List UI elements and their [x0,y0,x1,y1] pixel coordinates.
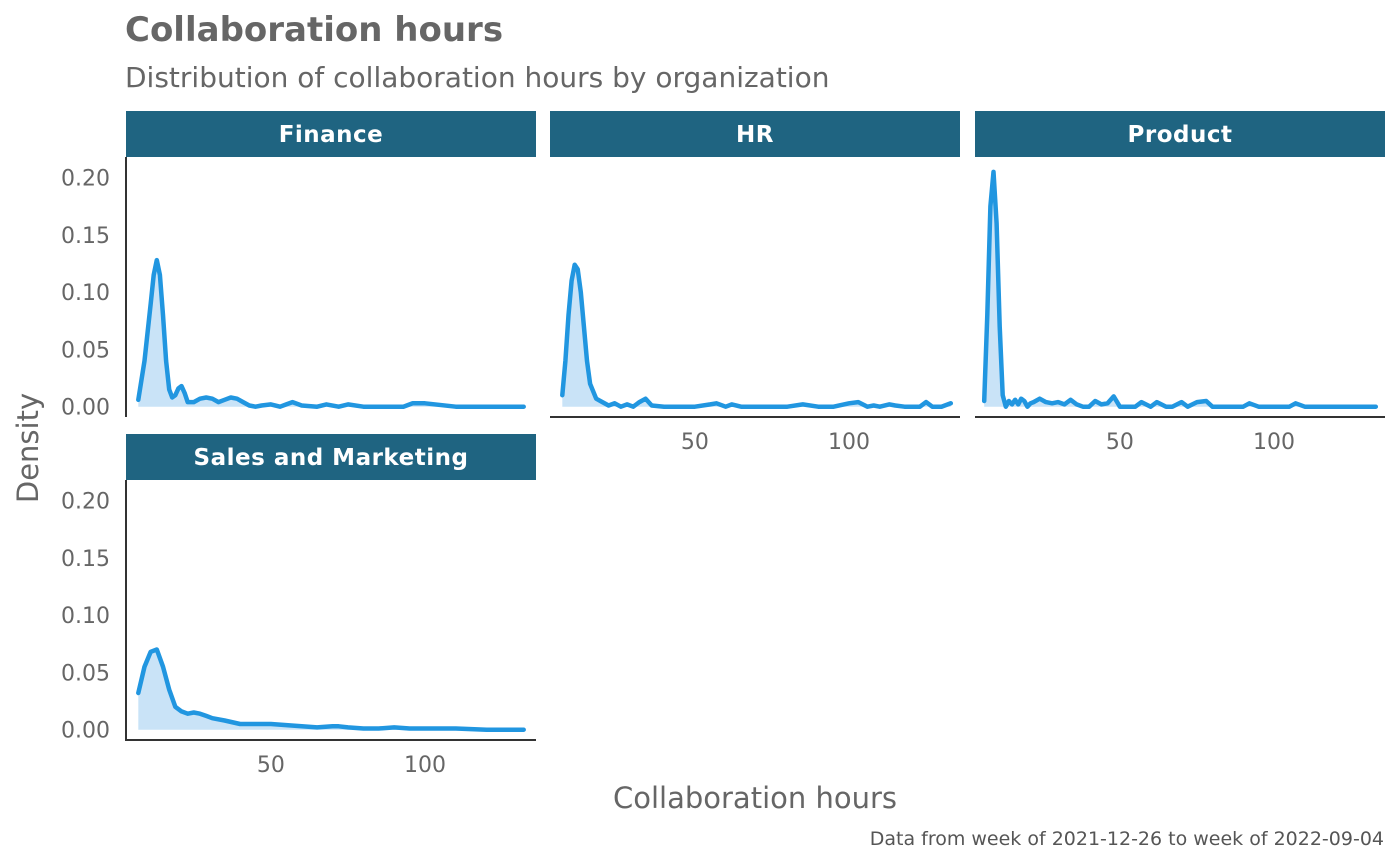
strip-label: Product [1128,122,1233,148]
strip-label: Finance [279,122,384,148]
x-tick-label: 50 [1106,430,1134,455]
y-axis-title: Density [11,393,45,503]
strip-product [975,111,1385,157]
panel-finance: Finance 0.00 0.05 0.10 0.15 0.20 [61,111,536,421]
panel-product: Product 50 100 [975,111,1385,455]
density-line-sales-and-marketing [136,647,526,732]
strip-hr [550,111,960,157]
density-line-hr [560,262,954,409]
y-tick-label: 0.15 [61,547,110,572]
strip-finance [126,111,536,157]
density-area-finance [138,260,524,407]
y-tick-label: 0.10 [61,604,110,629]
density-line-product [981,169,1379,409]
chart-title: Collaboration hours [125,10,503,50]
x-tick-label: 50 [681,430,709,455]
strip-sales-and-marketing [126,434,536,480]
y-tick-label: 0.20 [61,167,110,192]
y-tick-label: 0.10 [61,281,110,306]
x-tick-label: 100 [404,753,446,778]
y-tick-label: 0.15 [61,224,110,249]
y-tick-label: 0.05 [61,661,110,686]
strip-label: Sales and Marketing [194,445,469,471]
y-tick-label: 0.00 [61,719,110,744]
x-tick-label: 50 [257,753,285,778]
chart-subtitle: Distribution of collaboration hours by o… [125,61,829,94]
y-tick-label: 0.00 [61,396,110,421]
strip-label: HR [736,122,774,148]
y-tick-label: 0.05 [61,338,110,363]
density-area-product [984,171,1376,407]
chart-caption: Data from week of 2021-12-26 to week of … [870,828,1384,850]
panel-sales-and-marketing: Sales and Marketing 0.00 0.05 0.10 0.15 0.20 5… [61,434,536,778]
x-tick-label: 100 [1253,430,1295,455]
y-tick-label: 0.20 [61,490,110,515]
x-tick-label: 100 [828,430,870,455]
density-area-sales-and-marketing [138,649,524,730]
density-area-hr [562,264,951,407]
panel-hr: HR 50 100 [550,111,960,455]
x-axis-title: Collaboration hours [613,781,897,815]
density-line-finance [136,257,526,409]
